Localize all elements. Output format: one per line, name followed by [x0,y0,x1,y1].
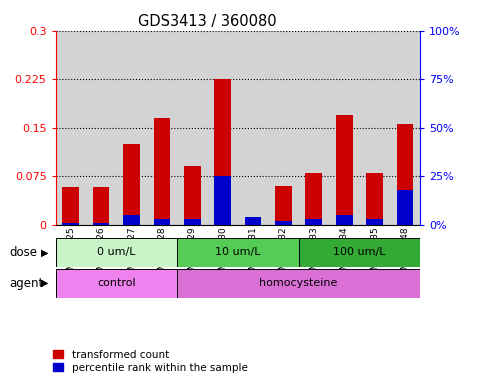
Bar [93,187,110,225]
Text: agent: agent [10,277,44,290]
Bar [184,167,200,225]
Bar [275,186,292,225]
Bar [397,124,413,225]
Bar [56,269,177,298]
Text: GDS3413 / 360080: GDS3413 / 360080 [138,14,277,29]
Text: 100 um/L: 100 um/L [333,247,386,258]
Bar [177,238,298,267]
Text: control: control [97,278,136,288]
Bar [93,223,110,225]
Bar [154,219,170,225]
Bar [366,219,383,225]
Bar [336,115,353,225]
Bar [123,144,140,225]
Text: 0 um/L: 0 um/L [97,247,136,258]
Legend: transformed count, percentile rank within the sample: transformed count, percentile rank withi… [49,346,252,377]
Bar [62,223,79,225]
Bar [154,118,170,225]
Text: dose: dose [10,246,38,259]
Bar [275,221,292,225]
Text: 10 um/L: 10 um/L [215,247,261,258]
Bar [305,219,322,225]
Bar [245,220,261,225]
Bar [56,238,177,267]
Bar [245,217,261,225]
Bar [123,215,140,225]
Text: homocysteine: homocysteine [259,278,338,288]
Bar [214,176,231,225]
Bar [177,269,420,298]
Bar [62,187,79,225]
Bar [214,79,231,225]
Bar [298,238,420,267]
Bar [397,190,413,225]
Text: ▶: ▶ [41,247,49,258]
Bar [336,215,353,225]
Text: ▶: ▶ [41,278,49,288]
Bar [184,219,200,225]
Bar [366,173,383,225]
Bar [305,173,322,225]
